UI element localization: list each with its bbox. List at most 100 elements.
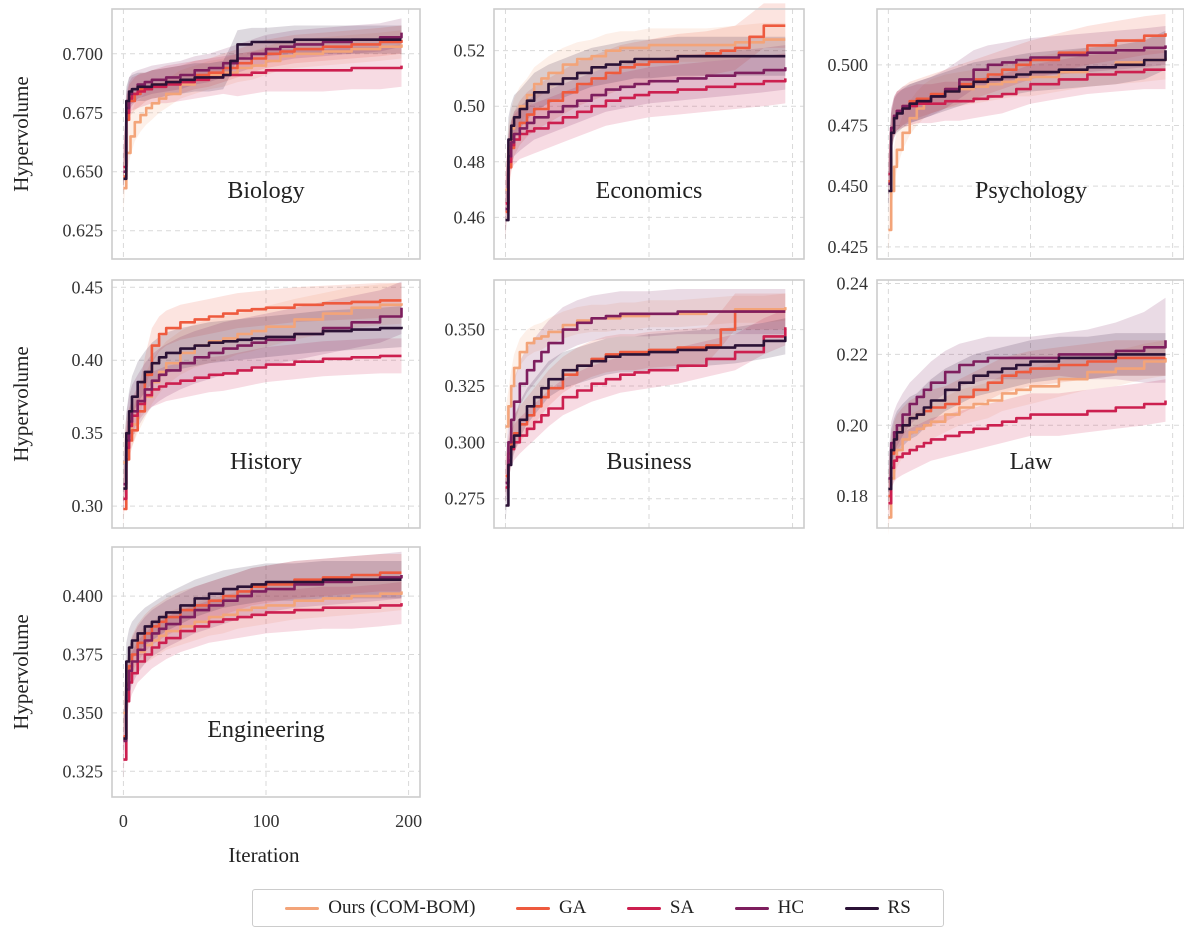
plot-area [877,280,1184,528]
x-tick-label: 100 [253,811,280,831]
plot-frame [493,8,805,260]
panel-5: 0.18 0.20 0.22 0.24 Law [837,274,1184,536]
y-tick-label: 0.650 [63,162,104,182]
series-line-hc [888,45,1167,186]
panel-title: Engineering [207,717,324,743]
legend-swatch-ours [285,906,320,910]
plot-frame [111,546,421,798]
band-hc [123,281,402,511]
legend-item-ga: GA [515,897,587,919]
y-tick-label: 0.350 [63,703,104,723]
panel-title: Biology [227,178,304,204]
series-line-hc [505,67,787,211]
series-line-sa [123,354,402,501]
panel-title: Law [1010,449,1053,475]
series-line-hc [123,575,403,743]
band-ga [888,340,1166,514]
legend-label-ours: Ours (COM-BOM) [328,897,476,918]
band-ours [505,22,786,212]
band-ours [888,340,1166,536]
y-tick-label: 0.325 [445,376,486,396]
y-tick-label: 0.20 [837,415,869,435]
y-axis-label: Hypervolume [9,346,33,461]
legend-swatch-hc [734,906,769,910]
plot-area [494,280,804,528]
plot-frame [111,279,421,529]
series-line-sa [123,65,403,169]
y-tick-label: 0.500 [828,55,869,75]
y-tick-label: 0.50 [454,96,486,116]
band-hc [888,297,1166,500]
y-tick-label: 0.675 [63,103,104,123]
plot-frame [876,8,1184,260]
band-ours [123,282,402,485]
legend-swatch-rs [844,906,879,910]
panel-1: 0.46 0.48 0.50 0.52 Economics [454,3,805,260]
legend: Ours (COM-BOM) GA SA HC RS [252,889,944,927]
panel-4: 0.275 0.300 0.325 0.350 Business [445,279,805,529]
plot-frame [876,279,1184,529]
y-tick-label: 0.300 [445,432,486,452]
panel-title: History [230,449,302,475]
series-line-rs [123,326,403,490]
band-rs [123,25,402,196]
band-hc [123,18,402,191]
series-line-ours [505,307,787,428]
y-tick-label: 0.22 [837,344,869,364]
series-line-sa [123,603,403,761]
x-tick-label: 200 [395,811,422,831]
legend-swatch-ga [515,906,550,910]
legend-label-rs: RS [887,897,911,918]
band-ga [505,293,786,495]
x-tick-label: 0 [119,811,128,831]
y-tick-label: 0.700 [63,44,104,64]
band-sa [123,338,402,517]
band-ga [123,25,402,198]
y-tick-label: 0.325 [63,761,104,781]
y-tick-label: 0.24 [837,274,869,294]
band-ga [505,3,786,240]
y-tick-label: 0.46 [454,207,486,227]
series-line-rs [888,50,1167,193]
band-sa [505,53,786,232]
y-tick-label: 0.625 [63,221,104,241]
series-line-sa [888,400,1167,505]
legend-label-hc: HC [777,897,805,918]
band-sa [888,50,1166,194]
band-ga [888,13,1166,204]
band-rs [123,306,402,509]
series-line-rs [888,353,1166,491]
y-tick-label: 0.450 [828,176,869,196]
series-line-ours [888,357,1167,519]
y-tick-label: 0.475 [828,116,869,136]
series-line-hc [505,310,786,485]
band-ours [123,572,402,732]
y-axis-label: Hypervolume [9,76,33,191]
y-tick-label: 0.350 [445,320,486,340]
panel-title: Business [606,449,691,475]
band-rs [888,30,1166,213]
y-tick-label: 0.400 [63,586,104,606]
series-line-sa [505,327,787,489]
series-line-rs [123,578,402,740]
panel-6: 0.325 0.350 0.375 0.400 0 100 200 Engineering Hy… [9,546,422,867]
panel-0: 0.625 0.650 0.675 0.700 Biology Hypervolume [9,8,421,260]
y-tick-label: 0.30 [72,496,104,516]
legend-item-rs: RS [844,897,911,919]
legend-label-ga: GA [558,897,587,918]
legend-item-hc: HC [734,897,805,919]
y-tick-label: 0.52 [454,41,486,61]
y-tick-label: 0.35 [72,423,104,443]
y-tick-label: 0.45 [72,277,104,297]
legend-swatch-sa [626,906,661,910]
y-tick-label: 0.375 [63,644,104,664]
band-hc [505,289,786,506]
series-line-ga [123,571,402,738]
legend-item-sa: SA [626,897,695,919]
x-axis-label: Iteration [228,843,300,867]
series-line-hc [888,340,1167,480]
series-line-rs [123,38,402,181]
plot-frame [111,8,421,260]
y-tick-label: 0.275 [445,489,486,509]
legend-label-sa: SA [669,897,695,918]
